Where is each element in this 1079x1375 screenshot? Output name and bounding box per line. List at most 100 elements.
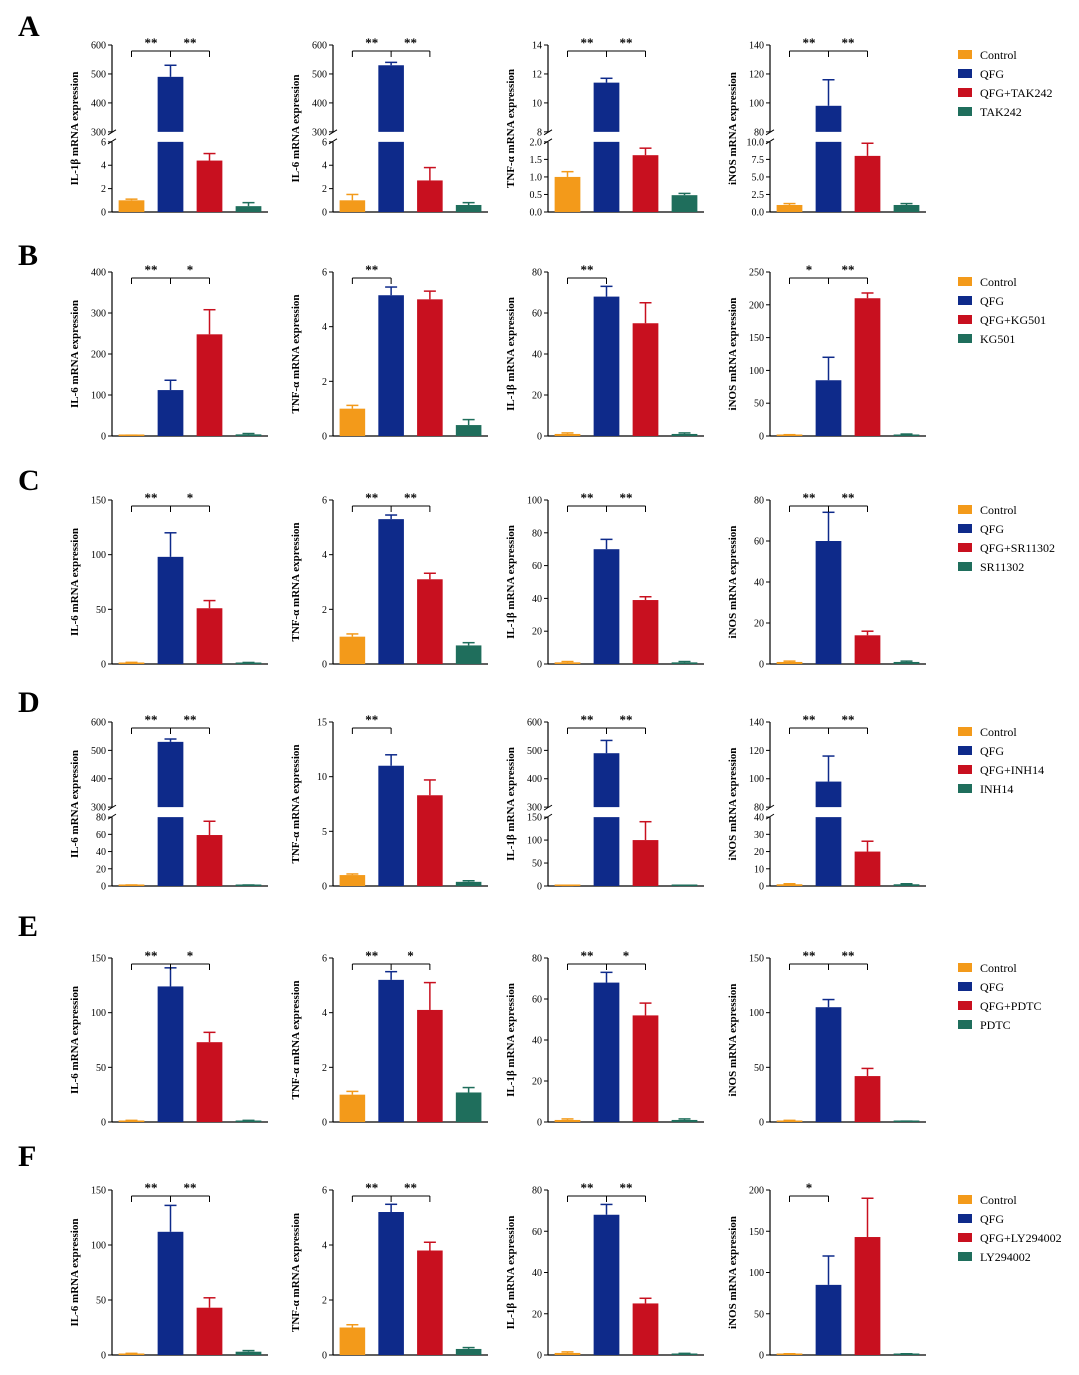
y-tick-label: 150 [749,954,764,965]
bar-qfg [157,390,184,436]
significance-label: ** [620,712,633,727]
bar-qfg [815,105,842,212]
significance-label: ** [145,1180,158,1195]
significance-label: * [806,262,813,277]
y-axis-label: TNF-α mRNA expression [290,981,302,1100]
bar-qfg [378,979,404,1122]
significance-label: ** [184,1180,197,1195]
significance-label: ** [365,712,378,727]
y-tick-label: 400 [91,98,106,109]
legend-label: QFG [980,1212,1004,1226]
y-axis-label: IL-6 mRNA expression [69,1219,81,1327]
bar-pdtc [235,1120,262,1122]
legend-swatch [958,277,972,286]
y-axis-label: TNF-α mRNA expression [290,523,302,642]
y-axis-label: IL-1β mRNA expression [505,525,517,639]
y-tick-label: 14 [532,41,542,52]
bar-qfg [593,549,620,664]
y-tick-label: 2 [322,1063,327,1074]
y-tick-label: 50 [754,1309,764,1320]
significance-label: ** [365,262,378,277]
y-tick-label: 120 [749,69,764,80]
significance-label: ** [581,948,594,963]
significance-label: ** [803,35,816,50]
legend-swatch [958,746,972,755]
y-tick-label: 0 [322,208,327,219]
bar-control [118,1353,145,1355]
bar-tak242 [235,206,262,212]
y-tick-label: 0 [101,432,106,443]
y-tick-label: 5 [322,827,327,838]
bar-control [554,662,581,664]
y-tick-label: 0 [537,882,542,893]
legend-e: Control QFG QFG+PDTC PDTC [958,961,1041,1032]
bar-break-gap [592,807,621,818]
bar-tak242 [455,204,482,212]
chart-f-1: 0 50 100 150 IL-6 mRNA expression ** ** [69,1180,268,1362]
y-tick-label: 0.0 [752,208,765,219]
y-tick-label: 80 [754,496,764,507]
chart-c-3: 0 20 40 60 80 100 IL-1β mRNA expression ** ** [505,490,704,671]
bar-ly294002 [235,1351,262,1355]
y-tick-label: 40 [532,350,542,361]
legend-swatch [958,1214,972,1223]
y-tick-label: 2 [101,184,106,195]
y-tick-label: 50 [532,859,542,870]
y-axis-label: IL-1β mRNA expression [505,297,517,411]
legend-swatch [958,50,972,59]
y-tick-label: 6 [322,954,327,965]
panel-letter-d: D [18,686,40,719]
legend-swatch [958,1252,972,1261]
y-tick-label: 4 [101,161,106,172]
bar-qfg-ly294002 [632,1303,659,1355]
y-tick-label: 100 [91,1241,106,1252]
bar-qfg-ly294002 [854,1237,881,1355]
significance-label: * [187,490,194,505]
y-tick-label: 250 [749,268,764,279]
legend-label: TAK242 [980,105,1022,119]
y-tick-label: 0 [322,660,327,671]
chart-f-4: 0 50 100 150 200 iNOS mRNA expression * [727,1180,926,1362]
significance-label: ** [365,1180,378,1195]
bar-qfg [593,1214,620,1355]
legend-swatch [958,505,972,514]
legend-d: Control QFG QFG+INH14 INH14 [958,725,1044,796]
legend-swatch [958,982,972,991]
bar-control [339,408,366,436]
bar-control [554,176,581,212]
y-tick-label: 0 [537,432,542,443]
bar-qfg-inh14 [196,835,223,886]
chart-a-3: 0.0 0.5 1.0 1.5 2.08 10 12 14 TNF-α mRNA express… [505,35,704,219]
y-tick-label: 100 [749,366,764,377]
bar-control [776,204,803,212]
y-axis-label: IL-6 mRNA expression [69,986,81,1094]
y-tick-label: 7.5 [752,155,765,166]
legend-label: QFG+TAK242 [980,86,1052,100]
chart-b-3: 0 20 40 60 80 IL-1β mRNA expression ** [505,262,704,443]
bar-qfg-kg501 [196,334,223,436]
significance-label: ** [842,712,855,727]
legend-label: Control [980,275,1017,289]
y-axis-label: TNF-α mRNA expression [290,295,302,414]
y-tick-label: 200 [91,350,106,361]
bar-qfg-ly294002 [196,1307,223,1355]
y-tick-label: 100 [749,1268,764,1279]
significance-label: ** [581,1180,594,1195]
legend-label: PDTC [980,1018,1011,1032]
y-tick-label: 0 [322,1351,327,1362]
y-tick-label: 100 [527,496,542,507]
legend-swatch [958,107,972,116]
y-tick-label: 80 [532,1186,542,1197]
y-tick-label: 300 [91,127,106,138]
y-tick-label: 50 [754,399,764,410]
bar-control [776,1120,803,1122]
y-tick-label: 0 [759,1118,764,1129]
y-tick-label: 60 [532,1227,542,1238]
y-tick-label: 0 [101,1118,106,1129]
bar-control [118,662,145,664]
y-axis-label: IL-1β mRNA expression [505,1216,517,1330]
